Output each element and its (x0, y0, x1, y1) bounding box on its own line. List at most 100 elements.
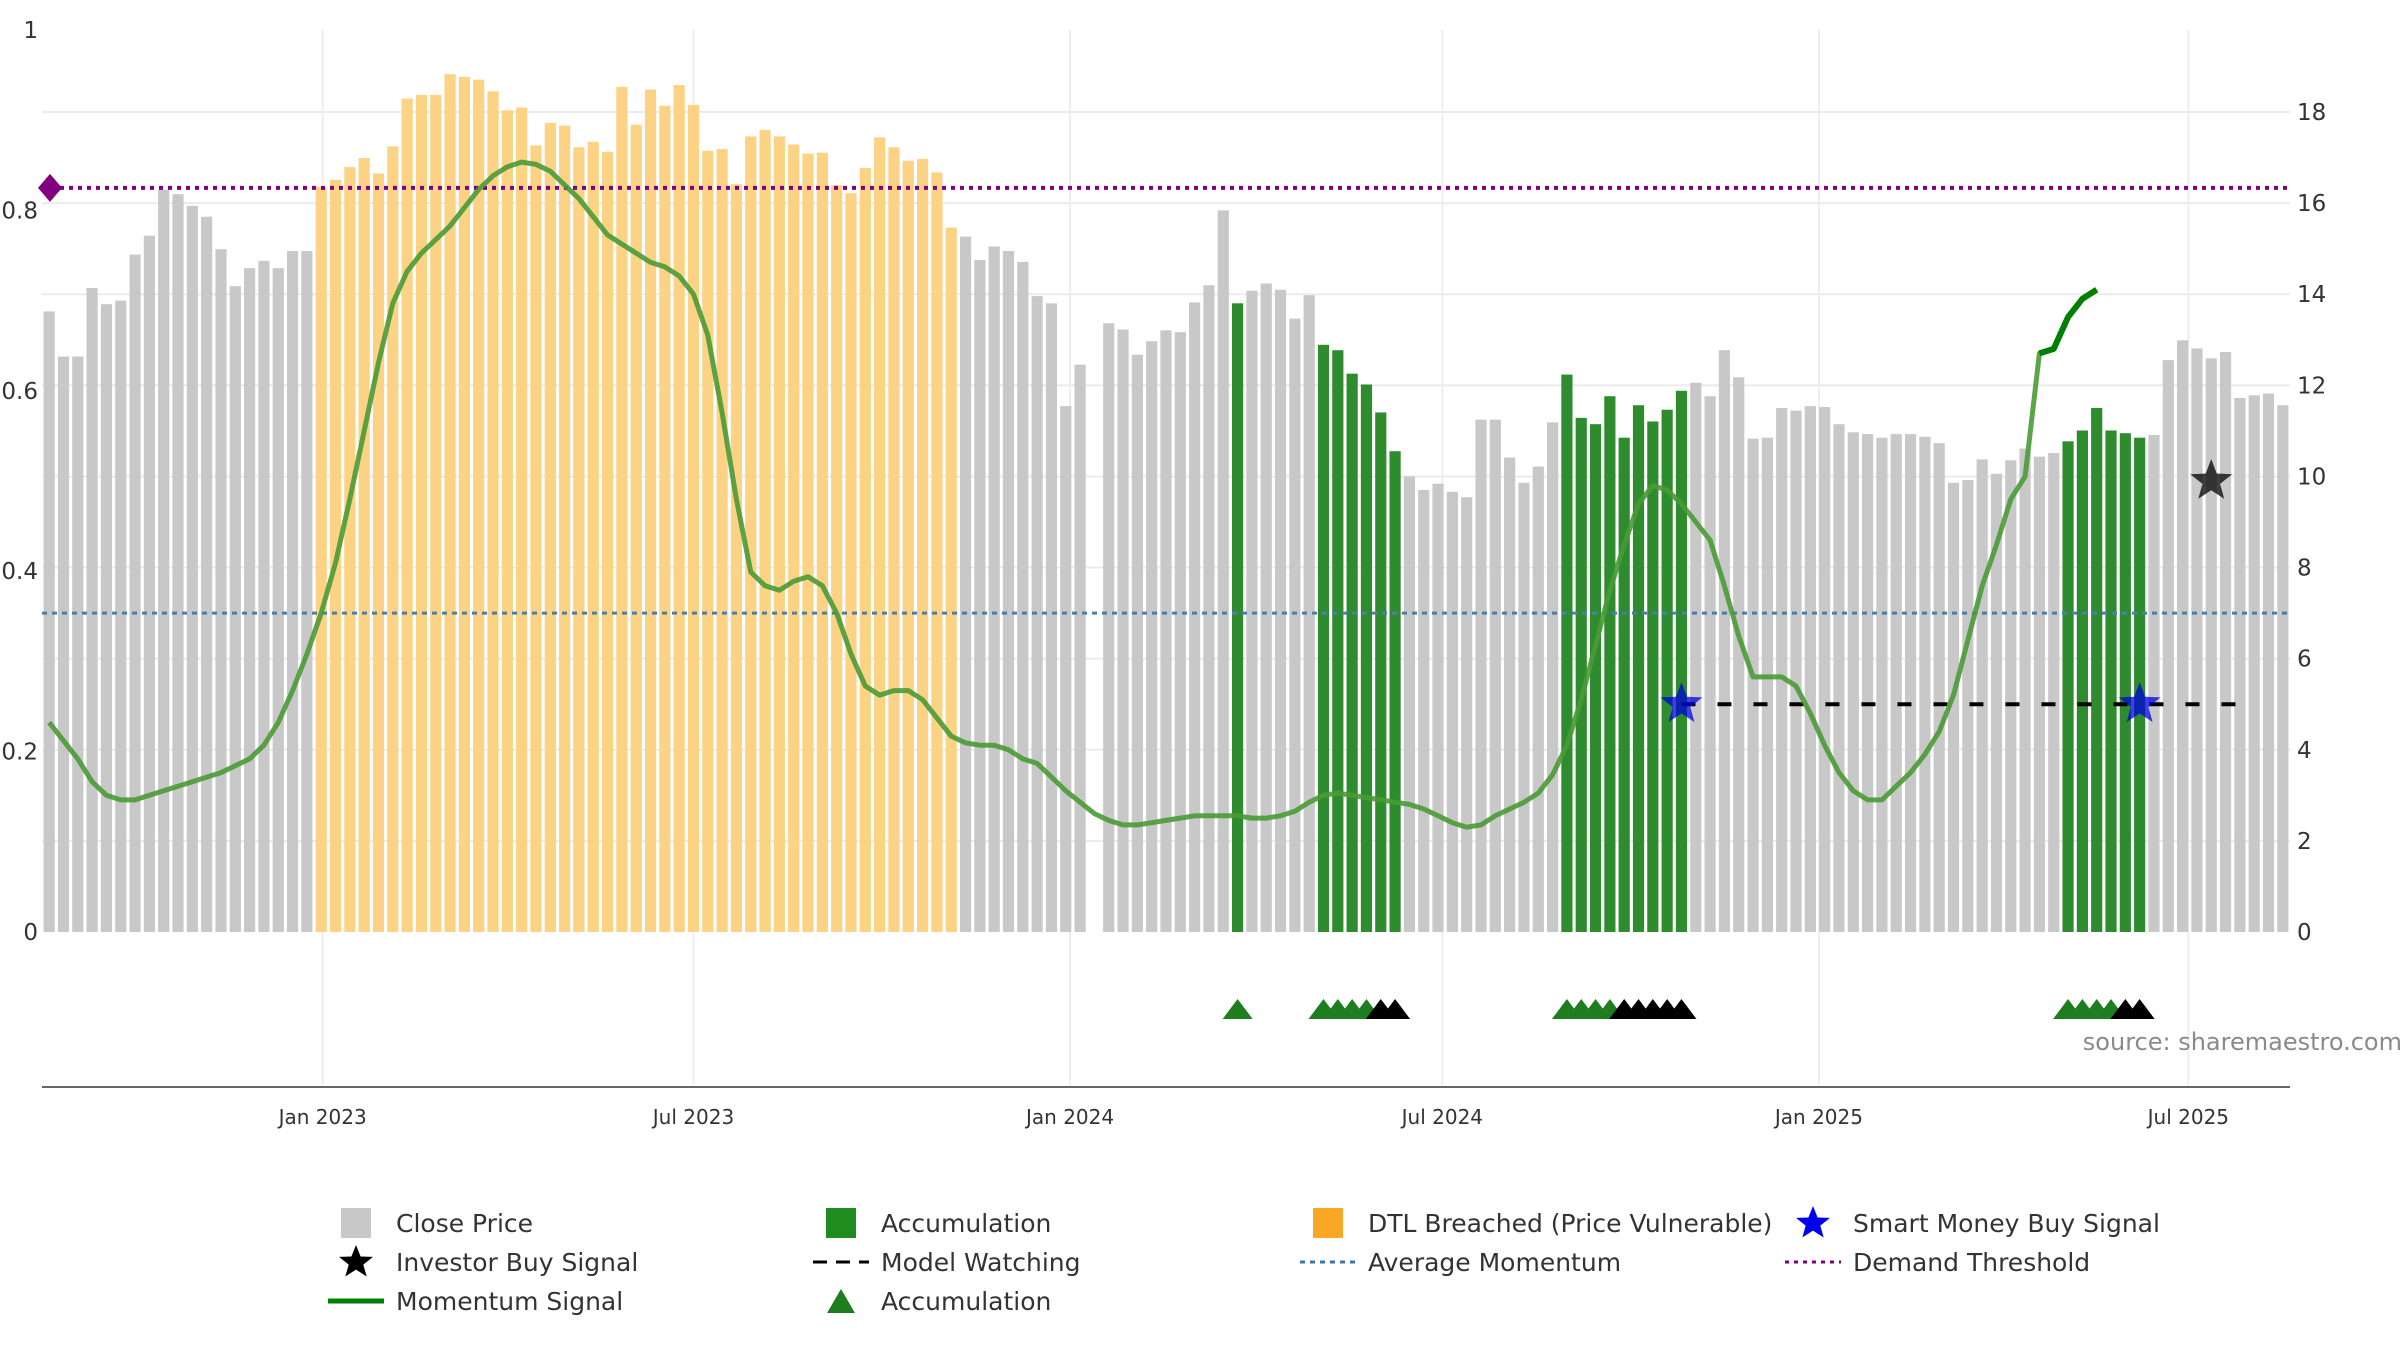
price-bar (2219, 352, 2232, 932)
legend-label-dtl-breached: DTL Breached (Price Vulnerable) (1368, 1208, 1773, 1238)
price-bar (415, 94, 428, 933)
price-bar (2076, 430, 2088, 932)
price-bar (1990, 473, 2003, 932)
x-tick-label: Jul 2025 (2146, 1105, 2229, 1129)
price-bar (143, 235, 155, 932)
price-bar (1647, 421, 1659, 932)
price-bar (1504, 457, 1516, 932)
price-bar (1747, 438, 1759, 932)
price-bar (158, 189, 170, 933)
price-bar (788, 144, 800, 932)
price-bar (1389, 451, 1401, 932)
axes: Jan 2023 Jul 2023 Jan 2024 Jul 2024 Jan 2025… (1, 18, 2326, 1129)
price-bar (1733, 377, 1745, 932)
price-bar (458, 76, 470, 933)
legend-item-accumulation: Accumulation (811, 1205, 1051, 1241)
price-bar (1060, 406, 1072, 932)
price-bar (401, 98, 413, 932)
smart-money-star (1660, 682, 1703, 722)
price-bar (1804, 406, 1816, 932)
price-bar (1847, 432, 1859, 932)
price-bar (630, 124, 642, 932)
investor-buy-star (2190, 459, 2233, 499)
price-bar (587, 141, 599, 932)
price-bar (229, 286, 241, 933)
right-tick-label: 12 (2297, 373, 2326, 399)
accumulation-triangle (1222, 999, 1253, 1019)
price-bar (444, 74, 456, 932)
right-tick-label: 6 (2297, 647, 2312, 673)
price-bar (644, 89, 657, 933)
legend-label-accumulation: Accumulation (881, 1208, 1052, 1238)
price-bar (759, 130, 771, 932)
price-bar (244, 268, 256, 932)
legend-item-accumulation-marker: Accumulation (811, 1283, 1051, 1319)
watch-triangle (2124, 999, 2155, 1019)
price-bar (2062, 441, 2074, 932)
price-bar (215, 249, 227, 932)
price-bar (1461, 497, 1473, 932)
price-bar (86, 287, 98, 932)
price-bar (43, 311, 55, 932)
price-bar (1274, 289, 1287, 932)
legend-label-model-watching: Model Watching (881, 1247, 1081, 1277)
star-icon (339, 1245, 373, 1277)
price-bar (1246, 290, 1258, 933)
price-bar (1475, 419, 1487, 932)
left-tick-label: 0.8 (1, 198, 38, 224)
momentum-line (47, 159, 2099, 830)
price-bar (1876, 437, 1888, 932)
x-tick-label: Jul 2024 (1400, 1105, 1483, 1129)
left-tick-label: 0 (23, 920, 38, 946)
price-bar (1217, 210, 1229, 932)
price-bar (1002, 250, 1015, 933)
price-bar (1160, 330, 1172, 933)
price-bar (301, 250, 313, 933)
price-bar (687, 104, 700, 933)
price-bar (888, 147, 900, 932)
price-bar (344, 167, 356, 932)
price-bar (1289, 318, 1301, 932)
price-bar (1604, 396, 1616, 932)
right-tick-label: 0 (2297, 920, 2312, 946)
price-bar (1632, 405, 1645, 932)
price-bar (1103, 323, 1115, 932)
price-bar (1904, 434, 1917, 932)
price-bar (1618, 437, 1630, 932)
star-icon (1796, 1206, 1830, 1238)
x-tick-label: Jul 2023 (651, 1105, 734, 1129)
right-tick-label: 10 (2297, 464, 2326, 490)
price-bar (601, 151, 614, 932)
triangle-icon (827, 1289, 855, 1313)
watch-triangle (1380, 999, 1411, 1019)
legend-swatch-accumulation (826, 1208, 856, 1238)
price-bar (1317, 344, 1330, 933)
price-bar (1403, 476, 1415, 932)
price-bar (1203, 285, 1215, 932)
price-bar (1704, 396, 1716, 932)
price-bar (716, 149, 728, 933)
left-tick-label: 1 (23, 18, 38, 44)
price-bar (1761, 437, 1773, 932)
legend-label-demand-threshold: Demand Threshold (1853, 1247, 2091, 1277)
legend-item-average-momentum: Average Momentum (1298, 1244, 1621, 1280)
markers (1222, 459, 2233, 1019)
demand-threshold-marker (38, 173, 62, 202)
legend: Close Price Accumulation DTL Breached (P… (0, 1205, 2400, 1340)
price-bar (974, 260, 986, 932)
legend-label-momentum: Momentum Signal (396, 1286, 624, 1316)
legend-label-close-price: Close Price (396, 1208, 534, 1238)
price-bar (1045, 303, 1058, 932)
price-bar (1947, 482, 1960, 932)
price-bar (1360, 384, 1373, 933)
price-bar (802, 153, 814, 933)
price-bar (2277, 405, 2289, 932)
price-bar (530, 145, 542, 932)
price-bar (1589, 424, 1602, 932)
legend-item-momentum: Momentum Signal (326, 1283, 623, 1319)
price-bar (1819, 407, 1831, 932)
x-tick-label: Jan 2023 (277, 1105, 367, 1129)
price-bar (315, 186, 327, 932)
right-tick-label: 18 (2297, 100, 2326, 126)
price-bar (358, 158, 370, 933)
